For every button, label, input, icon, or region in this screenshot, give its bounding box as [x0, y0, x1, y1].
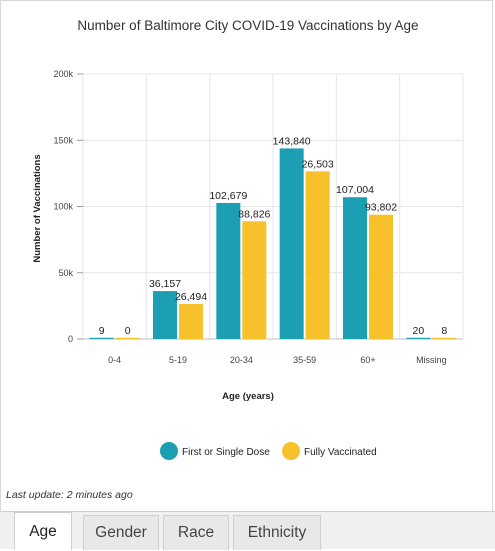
y-tick-label: 200k — [53, 69, 73, 79]
bar-fully-vaccinated — [305, 171, 330, 339]
x-tick-label: 20-34 — [230, 355, 253, 365]
legend-marker — [282, 442, 300, 460]
bar-first-dose — [343, 197, 367, 339]
data-label: 36,157 — [149, 278, 181, 290]
tab-race[interactable]: Race — [163, 515, 229, 550]
data-label: 93,802 — [365, 202, 397, 214]
data-label: 26,494 — [175, 291, 207, 303]
bar-first-dose — [406, 337, 431, 339]
data-label: 20 — [412, 325, 424, 337]
last-update-text: Last update: 2 minutes ago — [6, 489, 133, 501]
data-label: 0 — [125, 325, 131, 337]
chart-title: Number of Baltimore City COVID-19 Vaccin… — [77, 18, 418, 33]
x-tick-label: 35-59 — [293, 355, 316, 365]
bar-first-dose — [279, 148, 304, 339]
bar-fully-vaccinated — [179, 303, 203, 339]
bar-first-dose — [89, 337, 114, 339]
bar-first-dose — [216, 202, 241, 339]
y-tick-label: 0 — [68, 334, 73, 344]
tab-ethnicity[interactable]: Ethnicity — [233, 515, 321, 550]
data-label: 9 — [99, 325, 105, 337]
data-label: 26,503 — [302, 158, 334, 170]
y-axis-title: Number of Vaccinations — [32, 154, 43, 262]
bar-fully-vaccinated — [369, 214, 393, 339]
x-axis-title: Age (years) — [222, 391, 274, 402]
data-label: 88,826 — [238, 208, 270, 220]
x-tick-label: 60+ — [360, 355, 375, 365]
x-tick-label: 5-19 — [169, 355, 187, 365]
data-label: 143,840 — [273, 135, 311, 147]
legend-marker — [160, 442, 178, 460]
y-tick-label: 100k — [53, 202, 73, 212]
data-label: 8 — [441, 325, 447, 337]
tab-age[interactable]: Age — [14, 512, 72, 550]
tab-gender[interactable]: Gender — [83, 515, 159, 550]
legend-label: First or Single Dose — [182, 447, 270, 458]
bar-fully-vaccinated — [432, 337, 457, 339]
data-label: 107,004 — [336, 184, 374, 196]
legend-label: Fully Vaccinated — [304, 447, 377, 458]
x-tick-label: Missing — [416, 355, 447, 365]
bar-fully-vaccinated — [242, 221, 267, 339]
bar-first-dose — [153, 291, 177, 339]
chart: Number of Baltimore City COVID-19 Vaccin… — [32, 18, 464, 460]
x-tick-label: 0-4 — [108, 355, 121, 365]
y-tick-label: 150k — [53, 135, 73, 145]
bar-fully-vaccinated — [115, 337, 140, 339]
tab-bar: Age Gender Race Ethnicity — [0, 511, 495, 550]
data-label: 102,679 — [209, 190, 247, 202]
y-tick-label: 50k — [58, 268, 73, 278]
